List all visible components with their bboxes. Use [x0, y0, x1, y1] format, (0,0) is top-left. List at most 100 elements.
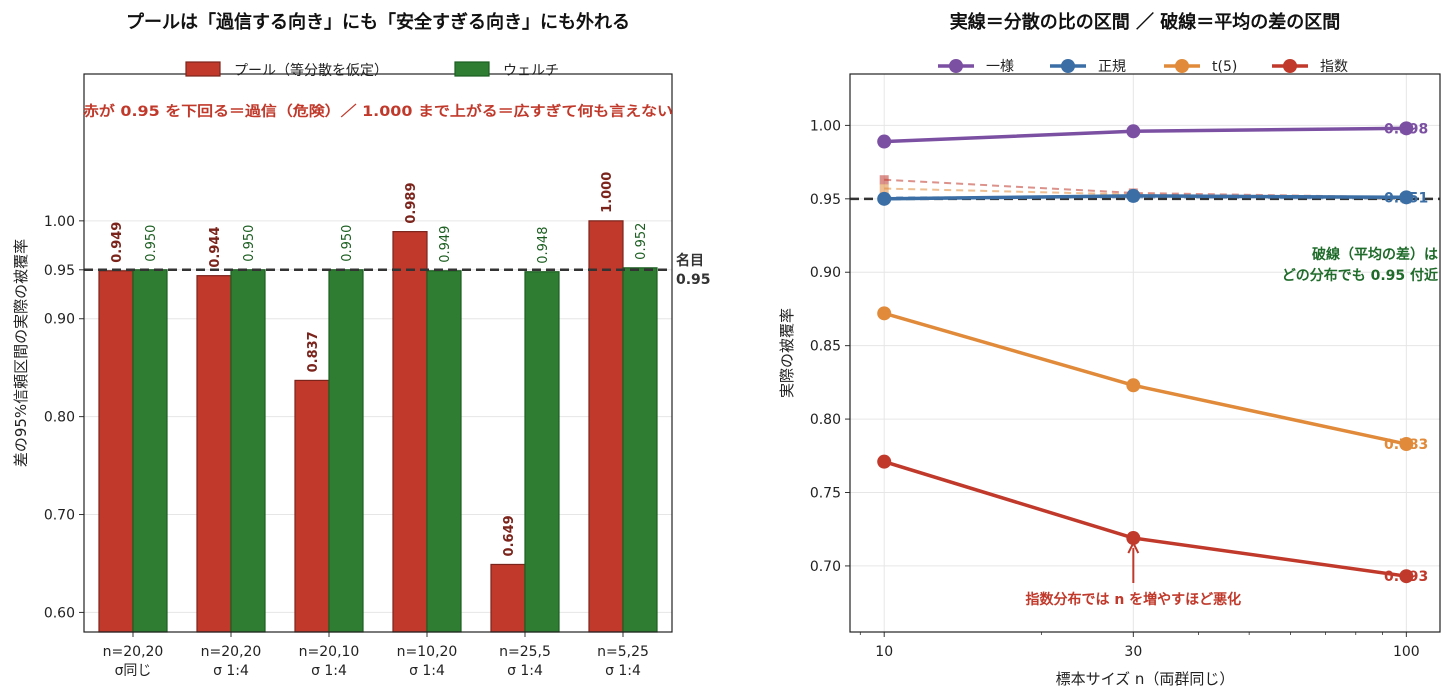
plot-frame [849, 73, 1441, 633]
series-dashed-marker [879, 184, 889, 194]
x-tick-label: σ 1:4 [311, 663, 347, 679]
annotation-text: 赤が 0.95 を下回る＝過信（危険）／ 1.000 まで上がる＝広すぎて何も言… [83, 103, 673, 120]
y-tick-label: 0.80 [44, 410, 75, 426]
legend-swatch [454, 61, 490, 77]
x-tick-label: σ 1:4 [409, 663, 445, 679]
bar-value-label: 0.950 [144, 225, 159, 262]
annotation-text: 指数分布では n を増やすほど悪化 [1025, 591, 1241, 608]
bar-value-label: 0.949 [110, 222, 125, 263]
bar-value-label: 0.944 [208, 227, 223, 268]
x-tick-label: n=10,20 [397, 644, 458, 660]
bar-value-label: 0.989 [404, 182, 419, 223]
annotation-text: どの分布でも 0.95 付近 [1282, 267, 1438, 284]
series-point [1126, 531, 1141, 546]
bar-welch [132, 269, 168, 633]
legend-marker [949, 59, 963, 73]
x-tick-label: σ 1:4 [507, 663, 543, 679]
bar-value-label: 0.950 [340, 225, 355, 262]
series-line [883, 311, 1407, 446]
left-chart-coverage-bars: 0.60 0.70 0.80 0.90 0.95 1.00 0.949 0.950 n=20,2… [12, 11, 711, 679]
bar-pooled [392, 231, 428, 633]
bar-value-label: 1.000 [600, 172, 615, 213]
series-point [1399, 569, 1414, 584]
bar-welch [524, 271, 560, 633]
series-point [1126, 188, 1141, 203]
plot-frame [83, 73, 673, 633]
bar-welch [622, 267, 658, 633]
x-tick-label: n=20,20 [201, 644, 262, 660]
series-point [1126, 124, 1141, 139]
series-end-label: 0.951 [1384, 190, 1428, 206]
bar-pooled [294, 379, 330, 633]
legend-label: t(5) [1212, 59, 1237, 75]
x-tick-label: n=20,10 [299, 644, 360, 660]
right-chart-coverage-lines: 0.70 0.75 0.80 0.85 0.90 0.95 1.00 10 30 100 0.998… [778, 11, 1441, 688]
chart-title: プールは「過信する向き」にも「安全すぎる向き」にも外れる [126, 11, 630, 33]
y-axis-label: 実際の被覆率 [778, 308, 796, 398]
x-tick-label: σ同じ [115, 663, 152, 679]
reference-label: 名目 [676, 252, 704, 269]
y-tick-label: 0.95 [44, 263, 75, 279]
x-tick-label: σ 1:4 [605, 663, 641, 679]
y-tick-label: 0.85 [810, 339, 841, 355]
bar-pooled [490, 563, 526, 633]
annotation-arrowhead [1127, 540, 1140, 554]
series-point [1126, 378, 1141, 393]
y-tick-label: 0.90 [44, 312, 75, 328]
series-line [883, 459, 1407, 578]
bar-welch [230, 269, 266, 633]
series-end-label: 0.693 [1384, 569, 1428, 585]
reference-label: 0.95 [676, 272, 711, 288]
x-axis-label: 標本サイズ n（両群同じ） [1056, 670, 1235, 688]
bar-value-label: 0.949 [438, 226, 453, 263]
series-dashed-marker [879, 175, 889, 185]
series-point [877, 306, 892, 321]
annotation-text: 破線（平均の差）は [1312, 246, 1438, 263]
y-axis-label: 差の95%信頼区間の実際の被覆率 [12, 239, 30, 467]
x-tick-label: n=25,5 [499, 644, 551, 660]
legend-label: ウェルチ [503, 63, 559, 79]
legend-marker [1175, 59, 1189, 73]
y-tick-label: 0.70 [810, 559, 841, 575]
y-tick-label: 0.75 [810, 486, 841, 502]
legend-marker [1283, 59, 1297, 73]
series-line [884, 126, 1407, 144]
chart-title: 実線＝分散の比の区間 ／ 破線＝平均の差の区間 [950, 11, 1341, 33]
y-tick-label: 0.60 [44, 605, 75, 621]
series-point [877, 134, 892, 149]
bar-welch [426, 270, 462, 633]
x-tick-label: 30 [1124, 644, 1142, 660]
legend-label: プール（等分散を仮定） [234, 62, 388, 79]
bar-pooled [98, 270, 134, 633]
legend-label: 正規 [1098, 59, 1126, 75]
x-tick-label: n=20,20 [103, 644, 164, 660]
y-tick-label: 0.80 [810, 412, 841, 428]
legend-label: 指数 [1320, 59, 1348, 75]
series-point [1399, 121, 1414, 136]
bar-value-label: 0.948 [536, 227, 551, 264]
bar-value-label: 0.952 [634, 223, 649, 260]
series-point [1399, 437, 1414, 452]
series-point [877, 454, 892, 469]
series-end-label: 0.998 [1384, 121, 1428, 137]
y-tick-label: 1.00 [44, 214, 75, 230]
y-tick-label: 0.95 [810, 192, 841, 208]
legend-marker [1061, 59, 1075, 73]
x-tick-label: 100 [1393, 644, 1420, 660]
y-tick-label: 0.90 [810, 265, 841, 281]
bar-value-label: 0.950 [242, 225, 257, 262]
legend-swatch [185, 61, 221, 77]
series-point [877, 191, 892, 206]
series-end-label: 0.783 [1384, 437, 1428, 453]
bar-welch [328, 269, 364, 633]
x-tick-label: n=5,25 [597, 644, 649, 660]
series-point [1399, 190, 1414, 205]
bar-value-label: 0.649 [502, 515, 517, 556]
bar-pooled [196, 275, 232, 633]
bar-pooled [588, 220, 624, 633]
x-tick-label: σ 1:4 [213, 663, 249, 679]
x-tick-label: 10 [875, 644, 893, 660]
y-tick-label: 0.70 [44, 508, 75, 524]
y-tick-label: 1.00 [810, 118, 841, 134]
